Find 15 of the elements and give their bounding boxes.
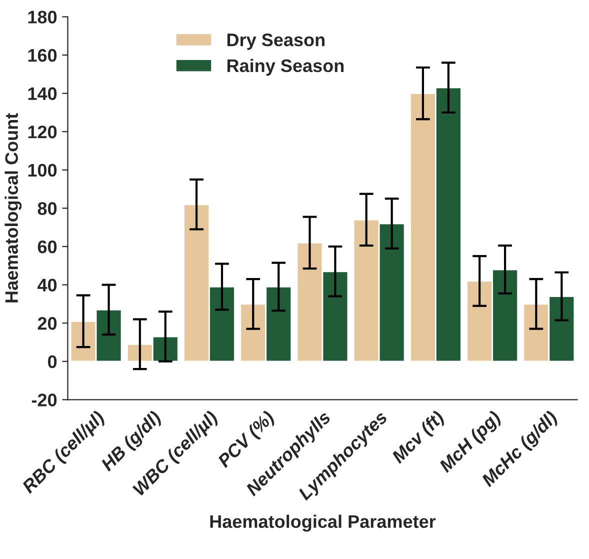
y-tick-label: 160 xyxy=(28,48,57,62)
legend-label: Dry Season xyxy=(227,33,324,50)
x-axis-title: Haematological Parameter xyxy=(210,514,436,532)
y-tick-label: 120 xyxy=(28,126,57,138)
y-tick-label: 80 xyxy=(38,202,57,215)
y-tick-label: 100 xyxy=(28,164,57,177)
legend-label: Rainy Season xyxy=(227,58,344,76)
y-tick-label: 180 xyxy=(28,10,57,24)
y-tick-label: 60 xyxy=(38,240,57,254)
y-tick-label: 40 xyxy=(38,278,57,292)
y-tick-label: 20 xyxy=(38,317,57,330)
y-tick-label: 0 xyxy=(48,355,57,368)
y-tick-label: 140 xyxy=(28,87,57,100)
y-axis-title: Haematological Count xyxy=(4,113,22,302)
y-tick-label: -20 xyxy=(32,394,57,406)
